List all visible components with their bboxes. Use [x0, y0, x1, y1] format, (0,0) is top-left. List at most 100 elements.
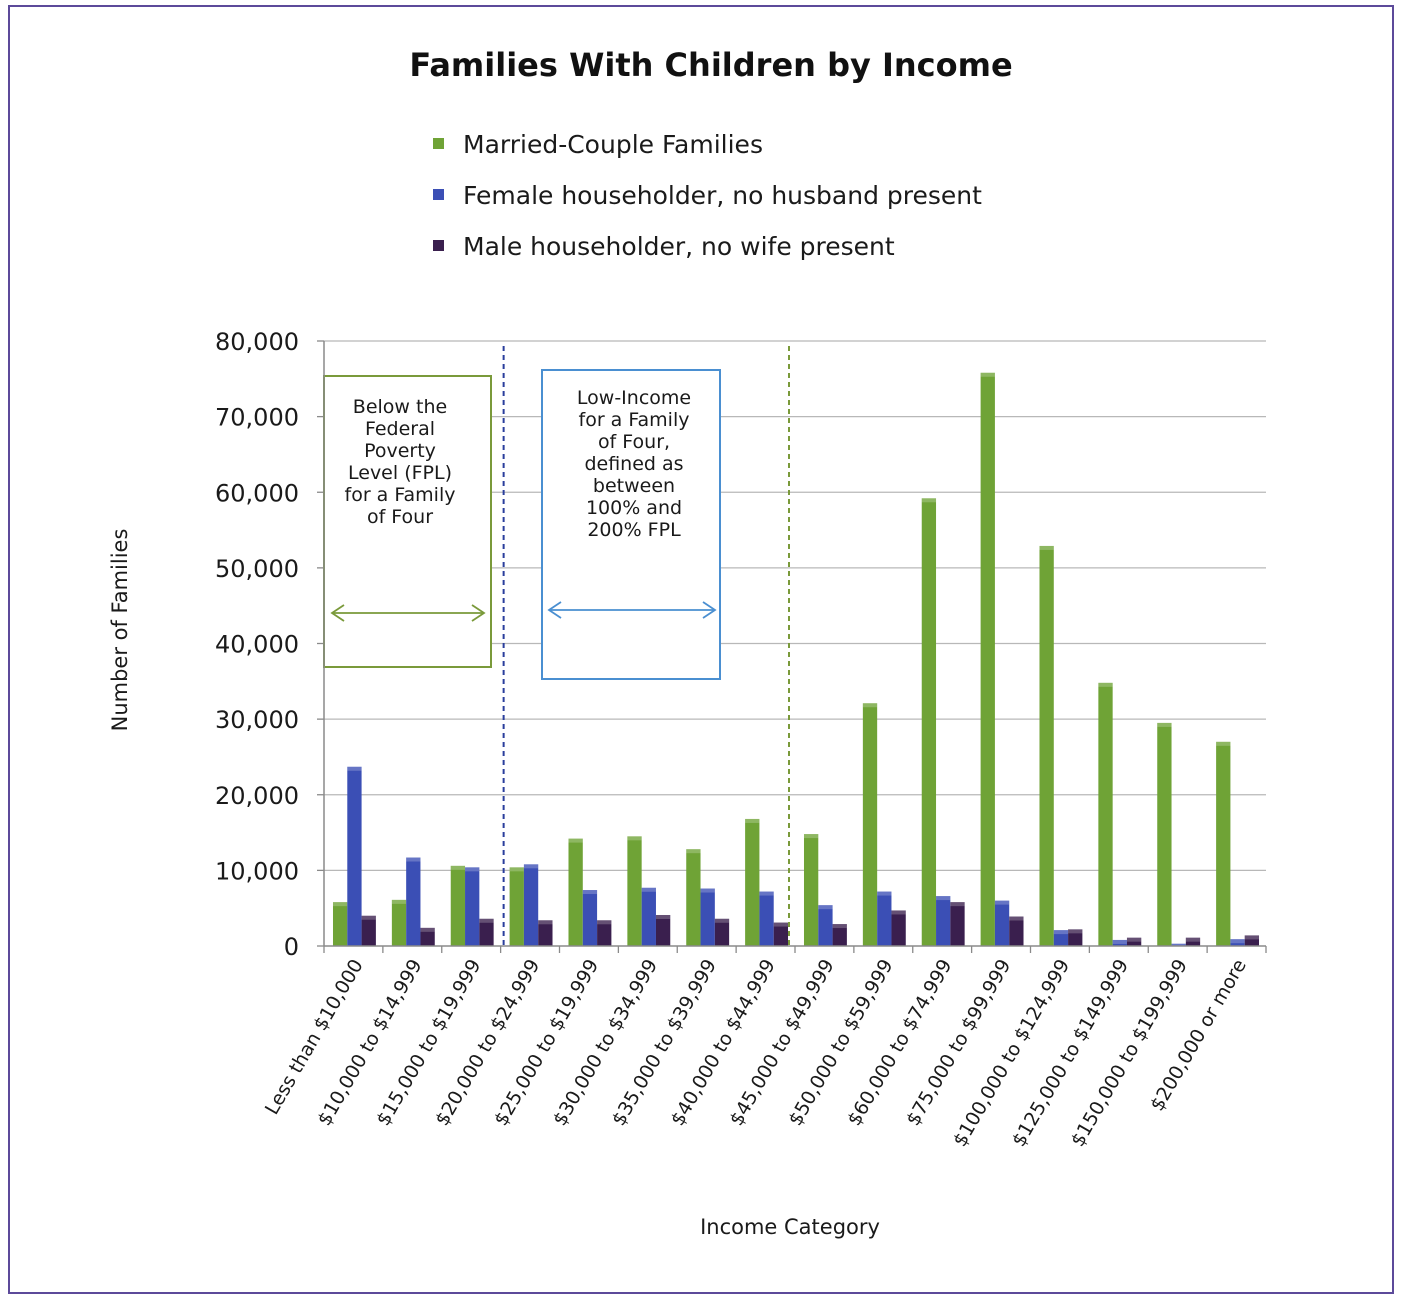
low-income-box [541, 369, 721, 680]
bar-highlight [936, 896, 951, 901]
bar-highlight [877, 891, 892, 896]
y-axis-title: Number of Families [108, 529, 132, 732]
bar-highlight [1053, 930, 1069, 935]
bar-highlight [1171, 943, 1186, 946]
bar-highlight [1009, 916, 1024, 921]
y-tick-label: 20,000 [215, 782, 299, 810]
bar-s3-c12 [1009, 916, 1024, 946]
below-fpl-box-text: Level (FPL) [348, 462, 452, 484]
low-income-box-text: of Four, [598, 431, 670, 453]
bar-highlight [1216, 741, 1231, 746]
bar-highlight [1039, 545, 1054, 550]
bar-s1-c15 [1157, 722, 1172, 946]
bar-highlight [745, 818, 760, 823]
y-tick-label: 80,000 [215, 328, 299, 356]
bar-highlight [803, 834, 819, 839]
bar-s3-c10 [891, 910, 906, 946]
bar-highlight [1068, 929, 1083, 934]
bar-highlight [641, 887, 656, 892]
bar-s1-c8 [745, 818, 760, 946]
bar-s2-c16 [1230, 939, 1245, 946]
bar-s3-c3 [479, 918, 494, 946]
bar-s3-c2 [420, 927, 435, 946]
x-tick-label: $20,000 to $24,999 [431, 956, 544, 1130]
bar-s2-c8 [759, 891, 774, 946]
legend-label-3: Male householder, no wife present [463, 232, 895, 261]
low-income-box-arrow-left-head [547, 601, 562, 619]
bar-highlight [891, 910, 906, 915]
y-tick-label: 40,000 [215, 631, 299, 659]
bars [332, 372, 1260, 946]
low-income-box-text: for a Family [579, 409, 690, 431]
bar-highlight [759, 891, 774, 896]
x-tick-label: $40,000 to $44,999 [667, 956, 780, 1130]
bar-highlight [627, 836, 642, 841]
legend: Married-Couple Families Female householde… [433, 130, 982, 261]
below-fpl-box-text: Below the [353, 396, 447, 418]
legend-swatch-1 [433, 138, 444, 149]
bar-s1-c3 [450, 865, 466, 946]
bar-highlight [700, 888, 715, 893]
bar-s3-c7 [714, 918, 730, 946]
legend-label-2: Female householder, no husband present [463, 181, 982, 210]
bar-s1-c7 [686, 849, 701, 946]
below-fpl-box-text: Poverty [364, 440, 436, 462]
bar-highlight [655, 914, 671, 919]
axes [323, 341, 1267, 953]
y-tick-label: 50,000 [215, 555, 299, 583]
bar-s1-c9 [803, 834, 819, 946]
y-tick-label: 70,000 [215, 404, 299, 432]
x-tick-label: $50,000 to $59,999 [784, 956, 897, 1130]
x-tick-label: $35,000 to $39,999 [608, 956, 721, 1130]
bar-highlight [479, 918, 494, 923]
bar-highlight [347, 766, 362, 771]
bar-highlight [1112, 939, 1127, 944]
bar-highlight [1126, 937, 1142, 942]
bar-s1-c6 [627, 836, 642, 946]
bar-s3-c11 [950, 902, 965, 946]
bar-highlight [1098, 682, 1113, 687]
y-axis-ticks: 0 10,000 20,000 30,000 40,000 50,000 60,000 70,… [215, 328, 299, 961]
chart-title: Families With Children by Income [409, 46, 1012, 84]
bar-s2-c7 [700, 888, 715, 946]
bar-s2-c14 [1112, 939, 1127, 946]
bar-highlight [406, 857, 421, 862]
bar-highlight [773, 922, 789, 927]
bar-s1-c1 [332, 902, 348, 946]
bar-s3-c15 [1185, 937, 1201, 946]
bar-s2-c6 [641, 887, 656, 946]
bar-s2-c1 [347, 766, 362, 946]
bar-highlight [714, 918, 730, 923]
bar-highlight [361, 915, 376, 920]
bar-s2-c10 [877, 891, 892, 946]
bar-s2-c13 [1053, 930, 1069, 946]
bar-highlight [420, 927, 435, 932]
y-tick-label: 0 [284, 933, 299, 961]
bar-s2-c2 [406, 857, 421, 946]
legend-swatch-2 [433, 189, 444, 200]
bar-s1-c2 [391, 899, 407, 946]
x-tick-label: $10,000 to $14,999 [313, 956, 426, 1130]
bar-highlight [391, 899, 407, 904]
x-tick-label: $125,000 to $149,999 [1008, 956, 1133, 1151]
bar-s3-c5 [597, 920, 612, 946]
bar-s3-c16 [1244, 935, 1260, 946]
bar-s3-c4 [538, 920, 553, 946]
bar-s3-c14 [1126, 937, 1142, 946]
bar-highlight [686, 849, 701, 854]
bar-highlight [921, 498, 937, 503]
x-tick-label: $30,000 to $34,999 [549, 956, 662, 1130]
x-axis-ticks: Less than $10,000$10,000 to $14,999$15,0… [261, 956, 1251, 1151]
low-income-box-text: Low-Income [577, 387, 691, 409]
x-tick-label: $60,000 to $74,999 [843, 956, 956, 1130]
bar-s2-c11 [936, 896, 951, 946]
legend-label-1: Married-Couple Families [463, 130, 763, 159]
y-tick-label: 60,000 [215, 479, 299, 507]
bar-highlight [538, 920, 553, 925]
bar-highlight [832, 924, 847, 929]
bar-highlight [332, 902, 348, 907]
low-income-box-text: between [593, 475, 675, 497]
bar-s2-c4 [523, 864, 539, 946]
bar-highlight [862, 703, 878, 708]
bar-highlight [980, 372, 995, 377]
